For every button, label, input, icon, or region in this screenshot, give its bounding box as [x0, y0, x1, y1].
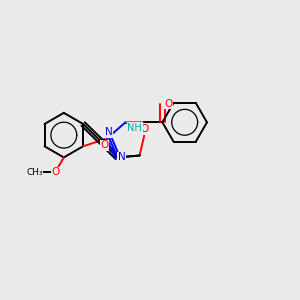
Text: N: N	[105, 128, 112, 137]
Text: O: O	[100, 140, 108, 150]
Text: NH: NH	[128, 123, 142, 133]
Text: CH₃: CH₃	[26, 168, 43, 177]
Text: O: O	[140, 124, 149, 134]
Text: N: N	[118, 152, 126, 162]
Text: O: O	[164, 99, 172, 109]
Text: O: O	[51, 167, 59, 177]
